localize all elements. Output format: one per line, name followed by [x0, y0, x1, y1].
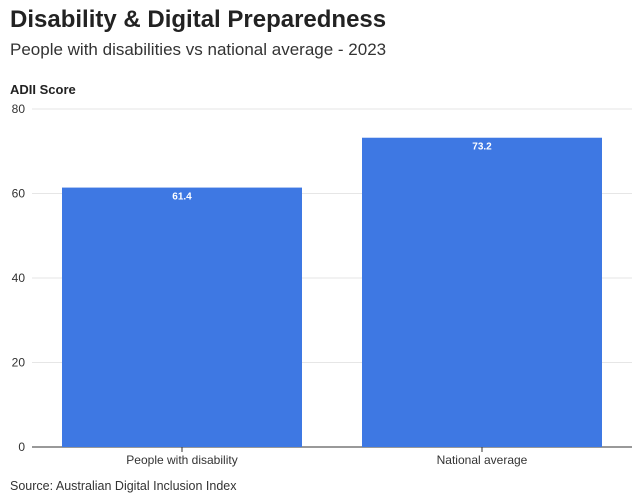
- y-axis-ticks: 0 20 40 60 80: [12, 102, 26, 454]
- chart-title: Disability & Digital Preparedness: [10, 6, 387, 33]
- x-category-label: National average: [437, 453, 528, 467]
- data-label: 61.4: [172, 192, 192, 203]
- y-tick-label: 0: [18, 440, 25, 454]
- y-tick-label: 60: [12, 187, 26, 201]
- bar: [62, 187, 302, 447]
- x-category-label: People with disability: [126, 453, 237, 467]
- bars: [62, 137, 602, 448]
- y-tick-label: 80: [12, 102, 26, 116]
- data-labels: 61.4 73.2: [172, 142, 492, 203]
- y-axis-label: ADII Score: [10, 82, 76, 97]
- source-note: Source: Australian Digital Inclusion Ind…: [10, 479, 237, 493]
- y-tick-label: 40: [12, 271, 26, 285]
- chart-subtitle: People with disabilities vs national ave…: [10, 40, 387, 59]
- bar: [362, 137, 602, 448]
- data-label: 73.2: [472, 142, 492, 153]
- x-axis-categories: People with disability National average: [126, 447, 528, 467]
- y-tick-label: 20: [12, 356, 26, 370]
